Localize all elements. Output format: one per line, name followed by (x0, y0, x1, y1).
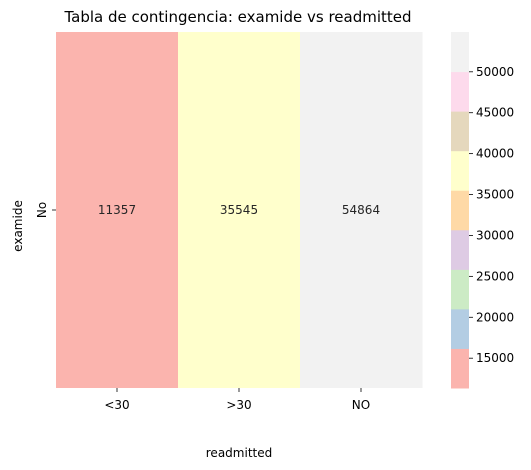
colorbar-segment (451, 308, 469, 349)
colorbar-segment (451, 71, 469, 112)
colorbar-segment (451, 150, 469, 191)
heatmap-cell (300, 32, 423, 388)
colorbar-tick-label: 45000 (476, 106, 514, 120)
y-tick-label: No (35, 202, 49, 218)
chart-title: Tabla de contingencia: examide vs readmi… (63, 8, 411, 26)
colorbar-segment (451, 111, 469, 152)
colorbar-tick-label: 20000 (476, 310, 514, 324)
y-axis-label: examide (11, 200, 25, 252)
colorbar-tick-label: 15000 (476, 351, 514, 365)
cell-value-label: 35545 (220, 203, 258, 217)
heatmap-cell (178, 32, 301, 388)
colorbar-tick-label: 35000 (476, 188, 514, 202)
cell-value-label: 11357 (98, 203, 136, 217)
colorbar-segment (451, 229, 469, 270)
colorbar-tick-label: 25000 (476, 269, 514, 283)
x-tick-label: <30 (104, 398, 129, 412)
x-axis-label: readmitted (206, 446, 272, 460)
colorbar-tick-label: 30000 (476, 228, 514, 242)
colorbar-tick-label: 50000 (476, 65, 514, 79)
colorbar-segment (451, 190, 469, 231)
colorbar-segment (451, 348, 469, 389)
x-tick-label: >30 (226, 398, 251, 412)
colorbar-segment (451, 269, 469, 310)
heatmap-cell (56, 32, 179, 388)
colorbar-tick-label: 40000 (476, 147, 514, 161)
x-tick-label: NO (352, 398, 370, 412)
cell-value-label: 54864 (342, 203, 380, 217)
colorbar-segment (451, 32, 469, 73)
